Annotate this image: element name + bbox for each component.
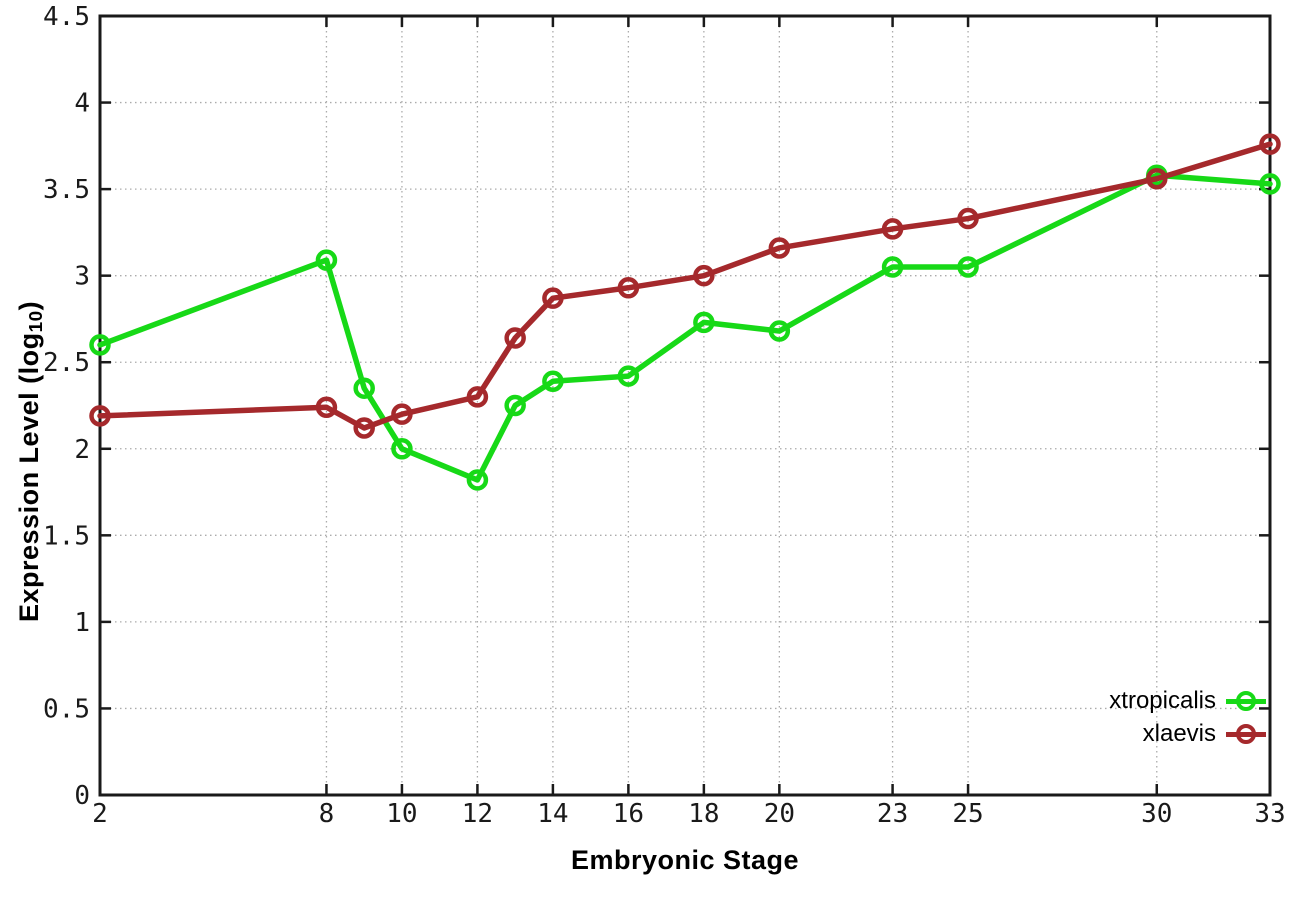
y-tick-label: 2.5 xyxy=(43,348,90,378)
data-point-xtropicalis xyxy=(542,370,564,393)
data-point-xtropicalis xyxy=(1259,173,1281,195)
data-point-xtropicalis xyxy=(391,438,413,460)
plot-border xyxy=(98,14,1272,797)
data-point-xtropicalis xyxy=(881,256,904,278)
legend-entry-xlaevis: xlaevis xyxy=(1026,719,1266,749)
legend-sample-xtropicalis xyxy=(1226,688,1266,714)
data-point-xtropicalis xyxy=(693,311,715,334)
data-point-xlaevis xyxy=(504,327,526,349)
data-point-xlaevis xyxy=(391,403,413,425)
data-point-xlaevis xyxy=(693,264,715,287)
x-tick-label: 14 xyxy=(537,799,568,829)
y-tick-label: 4 xyxy=(74,89,90,119)
data-point-xtropicalis xyxy=(957,256,979,278)
data-point-xlaevis xyxy=(315,396,338,418)
legend-circle-marker-icon xyxy=(1235,690,1256,711)
x-tick-label: 23 xyxy=(877,799,908,829)
y-tick-label: 0.5 xyxy=(43,694,90,724)
y-axis-title-close: ) xyxy=(14,300,44,311)
y-tick-label: 3 xyxy=(74,262,90,292)
data-point-xlaevis xyxy=(768,237,791,259)
legend-label-xtropicalis: xtropicalis xyxy=(1109,687,1216,714)
y-axis-title-subscript: 10 xyxy=(26,310,47,333)
data-point-xtropicalis xyxy=(768,320,791,342)
data-point-xlaevis xyxy=(1259,133,1281,155)
data-point-xlaevis xyxy=(466,386,489,408)
x-tick-label: 20 xyxy=(764,799,795,829)
data-point-xtropicalis xyxy=(466,469,489,491)
legend-label-xlaevis: xlaevis xyxy=(1142,720,1216,747)
y-tick-label: 0 xyxy=(74,781,90,811)
x-axis-title: Embryonic Stage xyxy=(570,845,800,875)
data-point-xlaevis xyxy=(542,287,564,309)
y-tick-label: 1 xyxy=(74,608,90,638)
data-point-xtropicalis xyxy=(353,377,375,399)
x-tick-label: 33 xyxy=(1254,799,1285,829)
x-tick-label: 12 xyxy=(462,799,493,829)
x-tick-label: 8 xyxy=(319,799,335,829)
x-tick-label: 25 xyxy=(952,799,983,829)
x-tick-label: 30 xyxy=(1141,799,1172,829)
y-tick-label: 1.5 xyxy=(43,521,90,551)
data-point-xtropicalis xyxy=(89,334,111,356)
series-line-xtropicalis xyxy=(97,172,1273,483)
y-tick-label: 4.5 xyxy=(43,2,90,32)
data-point-xlaevis xyxy=(353,417,375,439)
data-point-xlaevis xyxy=(89,405,111,427)
y-tick-label: 2 xyxy=(74,435,90,465)
y-axis-title-text: Expression Level (log xyxy=(14,332,44,622)
series-line-xlaevis xyxy=(97,141,1273,431)
data-point-xlaevis xyxy=(957,207,979,230)
y-tick-label: 3.5 xyxy=(43,175,90,205)
legend-entry-xtropicalis: xtropicalis xyxy=(1026,686,1266,716)
data-point-xtropicalis xyxy=(617,365,640,387)
data-point-xlaevis xyxy=(881,218,904,240)
data-point-xlaevis xyxy=(1146,167,1168,190)
data-point-xtropicalis xyxy=(504,394,526,417)
y-axis-title: Expression Level (log10) xyxy=(14,301,48,622)
data-point-xlaevis xyxy=(617,277,640,299)
x-tick-label: 2 xyxy=(92,799,108,829)
x-tick-label: 10 xyxy=(386,799,417,829)
legend-circle-marker-icon xyxy=(1235,723,1256,744)
data-point-xtropicalis xyxy=(315,249,338,271)
x-tick-label: 16 xyxy=(613,799,644,829)
x-tick-label: 18 xyxy=(688,799,719,829)
legend-sample-xlaevis xyxy=(1226,721,1266,747)
